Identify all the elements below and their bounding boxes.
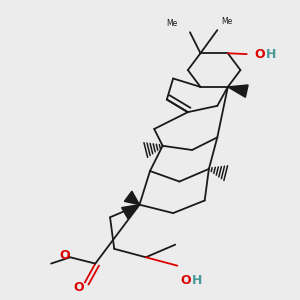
Text: O: O — [60, 249, 70, 262]
Text: O: O — [73, 281, 84, 294]
Polygon shape — [124, 191, 140, 205]
Text: O: O — [254, 48, 265, 61]
Text: H: H — [266, 48, 276, 61]
Text: O: O — [180, 274, 191, 287]
Text: Me: Me — [221, 17, 233, 26]
Text: H: H — [192, 274, 202, 287]
Text: Me: Me — [166, 19, 177, 28]
Polygon shape — [122, 205, 140, 219]
Polygon shape — [228, 85, 248, 97]
